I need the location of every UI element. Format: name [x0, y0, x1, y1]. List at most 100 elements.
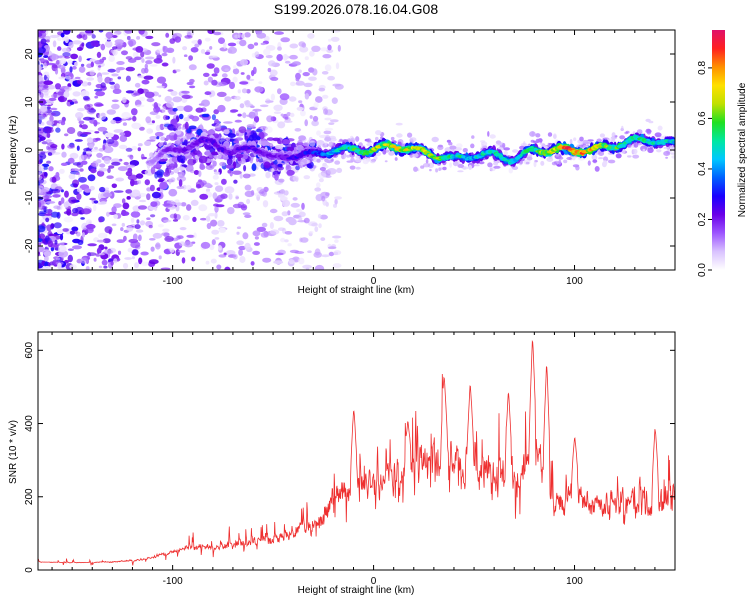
- spectrogram-noise-blob: [56, 205, 61, 210]
- spectrogram-noise-blob: [148, 259, 159, 265]
- spectrogram-noise-blob: [46, 62, 55, 66]
- spectrogram-noise-blob: [314, 264, 325, 270]
- spectrogram-noise-blob: [157, 179, 164, 183]
- spectrogram-noise-blob: [76, 145, 80, 151]
- spectrogram-noise-blob: [186, 135, 191, 140]
- spectrogram-noise-blob: [183, 117, 190, 122]
- spectrogram-noise-blob: [115, 177, 125, 182]
- spectrogram-noise-blob: [126, 196, 131, 200]
- spectrogram-noise-blob: [306, 163, 313, 169]
- spectrogram-noise-blob: [420, 165, 425, 169]
- spectrogram-noise-blob: [254, 51, 260, 58]
- spectrogram-noise-blob: [246, 89, 251, 94]
- spectrogram-noise-blob: [63, 56, 71, 59]
- spectrogram-noise-blob: [109, 81, 115, 85]
- spectrogram-noise-blob: [169, 163, 176, 171]
- spectrogram-noise-blob: [284, 116, 289, 120]
- spectrogram-noise-blob: [324, 127, 334, 131]
- spectrogram-noise-blob: [92, 204, 97, 212]
- spectrogram-noise-blob: [139, 126, 145, 131]
- spectrogram-noise-blob: [68, 41, 74, 49]
- spectrogram-noise-blob: [74, 101, 79, 104]
- spectrogram-noise-blob: [281, 199, 291, 207]
- spectrogram-noise-blob: [281, 211, 289, 217]
- spectrogram-noise-blob: [104, 76, 112, 84]
- spectrogram-noise-blob: [121, 111, 131, 120]
- spectrogram-noise-blob: [270, 93, 275, 101]
- spectrogram-noise-blob: [166, 159, 170, 166]
- spectrogram-noise-blob: [178, 171, 185, 179]
- spectrogram-noise-blob: [292, 197, 298, 201]
- spectrogram-noise-blob: [172, 107, 178, 112]
- spectrogram-noise-blob: [136, 219, 140, 224]
- spectrogram-noise-blob: [654, 132, 662, 137]
- spectrogram-noise-blob: [63, 216, 74, 223]
- spectrogram-noise-blob: [102, 56, 107, 61]
- spectrogram-noise-blob: [242, 173, 251, 179]
- spectrogram-noise-blob: [132, 115, 137, 122]
- spectrogram-noise-blob: [172, 219, 179, 222]
- spectrogram-noise-blob: [177, 137, 181, 145]
- spectrogram-noise-blob: [214, 205, 219, 213]
- spectrogram-noise-blob: [108, 55, 115, 62]
- spectrogram-noise-blob: [58, 245, 67, 253]
- spectrogram-noise-blob: [290, 81, 296, 87]
- spectrogram-noise-blob: [671, 155, 675, 159]
- spectrogram-noise-blob: [470, 143, 475, 149]
- spectrogram-noise-blob: [523, 159, 531, 165]
- spectrogram-noise-blob: [633, 141, 639, 148]
- spectrogram-noise-blob: [38, 87, 43, 91]
- spectrogram-noise-blob: [384, 160, 388, 163]
- spectrogram-noise-blob: [38, 52, 43, 58]
- spectrogram-noise-blob: [284, 231, 293, 235]
- spectrogram-noise-blob: [281, 139, 291, 145]
- spectrogram-noise-blob: [630, 145, 634, 149]
- spectrogram-noise-blob: [96, 247, 102, 255]
- spectrogram-noise-blob: [178, 250, 186, 253]
- spectrogram-noise-blob: [175, 105, 186, 112]
- spectrogram-noise-blob: [212, 160, 217, 167]
- spectrogram-noise-blob: [422, 163, 431, 168]
- spectrogram-noise-blob: [199, 180, 207, 186]
- spectrogram-noise-blob: [118, 144, 128, 150]
- spectrogram-noise-blob: [226, 158, 233, 166]
- spectrogram-noise-blob: [143, 75, 154, 80]
- spectrogram-noise-blob: [165, 32, 170, 38]
- spectrogram-noise-blob: [236, 240, 244, 246]
- spectrogram-noise-blob: [530, 139, 535, 143]
- spectrogram-noise-blob: [124, 30, 133, 34]
- spectrogram-noise-blob: [39, 158, 44, 164]
- spectrogram-noise-blob: [110, 49, 115, 53]
- spectrogram-noise-blob: [56, 257, 60, 261]
- spectrogram-noise-blob: [47, 112, 56, 116]
- spectrogram-noise-blob: [324, 159, 331, 163]
- spectrogram-noise-blob: [116, 47, 122, 51]
- spectrogram-noise-blob: [94, 88, 103, 92]
- spectrogram-noise-blob: [319, 214, 328, 220]
- spectrogram-noise-blob: [535, 133, 541, 138]
- spectrogram-noise-blob: [512, 149, 519, 153]
- spectrogram-noise-blob: [155, 114, 161, 119]
- spectrogram-noise-blob: [94, 60, 104, 65]
- spectrogram-noise-blob: [611, 132, 616, 138]
- spectrogram-noise-blob: [209, 90, 216, 97]
- spectrogram-noise-blob: [296, 106, 304, 111]
- spectrogram-noise-blob: [449, 145, 457, 150]
- spectrogram-noise-blob: [280, 37, 291, 43]
- spectrogram-noise-blob: [298, 135, 306, 141]
- spectrogram-noise-blob: [287, 243, 292, 247]
- spectrogram-noise-blob: [96, 170, 105, 177]
- spectrogram-noise-blob: [74, 61, 78, 67]
- spectrogram-noise-blob: [656, 149, 662, 153]
- spectrogram-noise-blob: [131, 256, 135, 260]
- spectrogram-noise-blob: [86, 77, 95, 81]
- spectrogram-noise-blob: [102, 144, 106, 151]
- spectrogram-noise-blob: [89, 58, 96, 63]
- spectrogram-noise-blob: [161, 106, 166, 114]
- spectrogram-noise-blob: [382, 149, 387, 155]
- spectrogram-noise-blob: [328, 122, 335, 125]
- spectrogram-noise-blob: [302, 72, 310, 77]
- spectrogram-noise-blob: [373, 156, 378, 160]
- spectrogram-noise-blob: [627, 155, 632, 158]
